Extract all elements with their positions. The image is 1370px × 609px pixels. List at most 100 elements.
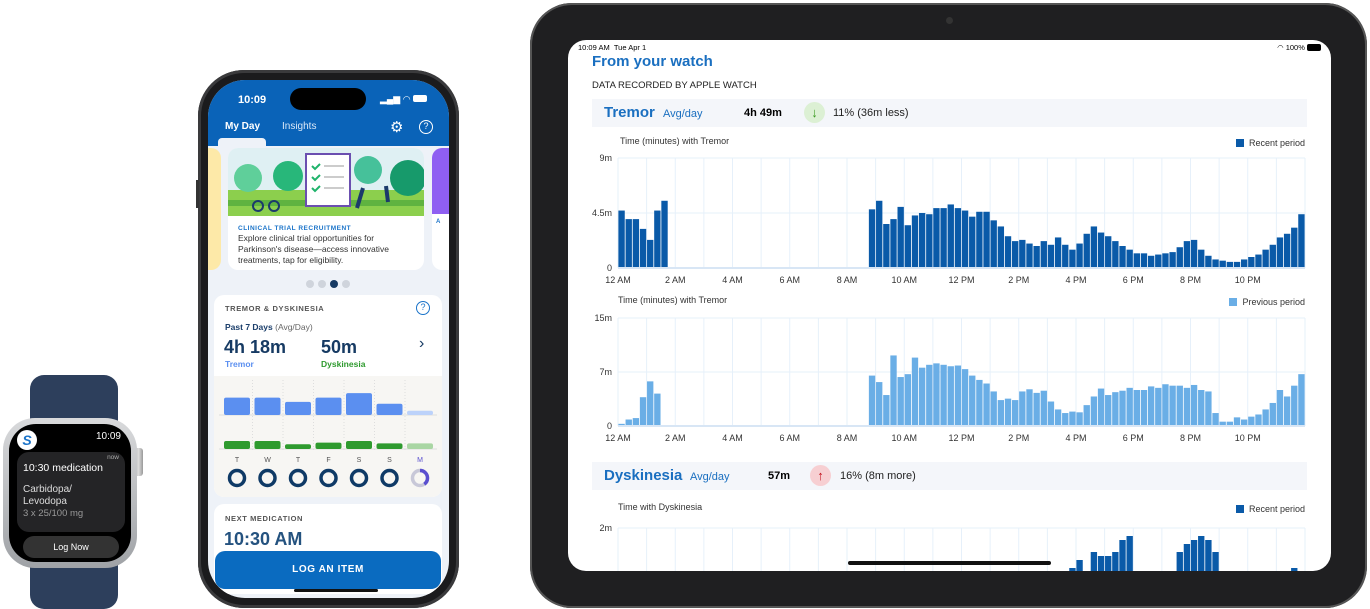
x-tick-label: 2 PM (1008, 433, 1029, 443)
tab-insights[interactable]: Insights (282, 121, 317, 132)
carousel-page-dots[interactable] (306, 280, 350, 288)
x-tick-label: 8 AM (837, 433, 858, 443)
chart-legend: Recent period (1235, 504, 1305, 514)
bar (1205, 391, 1212, 426)
next-med-time: 10:30 AM (224, 529, 303, 549)
x-tick-label: 12 AM (605, 433, 631, 443)
bar (1011, 241, 1019, 268)
bar (1083, 233, 1090, 268)
dyskinesia-day-bar (224, 441, 250, 449)
log-now-button[interactable]: Log Now (23, 536, 119, 558)
bar (1004, 398, 1012, 426)
dyskinesia-value: 50m (321, 337, 358, 357)
camera (946, 17, 953, 24)
bar (883, 224, 890, 268)
bar (1026, 243, 1033, 268)
day-ring (349, 468, 369, 488)
bar (1133, 253, 1141, 268)
tremor-day-bar (407, 410, 433, 415)
bar (1133, 390, 1141, 426)
s-logo-icon: S (17, 430, 37, 450)
bar (876, 200, 883, 268)
bar (654, 393, 661, 426)
bar (1248, 257, 1255, 268)
bar (1198, 536, 1205, 571)
watch-time: 10:09 (95, 431, 121, 442)
tremor-day-bar (285, 401, 311, 415)
chart-legend: Recent period (1235, 138, 1305, 148)
bar (933, 208, 940, 268)
legend-swatch (1235, 505, 1244, 513)
x-tick-label: 12 AM (605, 275, 631, 285)
tremor-dyskinesia-card[interactable]: TREMOR & DYSKINESIA ? Past 7 Days (Avg/D… (214, 295, 442, 497)
carousel-card-next[interactable]: A (432, 148, 449, 270)
bar (1205, 540, 1212, 571)
carousel-card-prev[interactable] (208, 148, 221, 270)
page-dot[interactable] (318, 280, 326, 288)
help-icon[interactable]: ? (416, 301, 430, 315)
bar (990, 391, 997, 426)
day-ring (258, 468, 277, 488)
signal-wifi-battery-icon: ▂▄▆ ◠ (380, 94, 428, 105)
bar (1076, 243, 1083, 268)
bar (1105, 236, 1112, 268)
day-label: M (417, 457, 423, 464)
bar (969, 216, 976, 268)
wifi-icon: ◠ (1277, 43, 1284, 52)
tremor-day-bar (254, 397, 281, 415)
chevron-right-icon[interactable]: › (419, 335, 425, 352)
bar (1147, 255, 1155, 268)
bar (1069, 411, 1076, 426)
dyskinesia-summary: Dyskinesia Avg/day 57m ↑ 16% (8m more) (592, 462, 1307, 490)
bar (1283, 396, 1291, 426)
bar (1269, 402, 1276, 426)
dynamic-island (290, 88, 366, 110)
x-tick-label: 10 PM (1235, 433, 1261, 443)
metric-name: Dyskinesia (604, 467, 683, 484)
bar (1155, 254, 1162, 268)
x-tick-label: 8 AM (837, 275, 858, 285)
bar (1097, 232, 1105, 268)
x-tick-label: 10 AM (891, 433, 917, 443)
drug-dose: 3 x 25/100 mg (23, 508, 84, 519)
period: Past 7 Days (225, 322, 273, 332)
bar (1076, 412, 1083, 426)
ipad-status-battery: ◠ 100% (1277, 43, 1321, 52)
gear-icon[interactable]: ⚙ (390, 119, 404, 136)
legend-label: Recent period (1248, 504, 1305, 514)
card-title: TREMOR & DYSKINESIA (225, 304, 325, 313)
bar (1283, 233, 1291, 268)
page-dot[interactable] (306, 280, 314, 288)
bar (961, 369, 969, 426)
bar (1233, 261, 1241, 268)
bar (1090, 396, 1098, 426)
bar (1097, 556, 1105, 571)
watch-screen: S 10:09 now 10:30 medication Carbidopa/ … (9, 424, 131, 562)
day-ring (380, 468, 399, 488)
help-icon[interactable]: ? (419, 120, 433, 134)
bar (961, 210, 969, 268)
log-item-button[interactable]: LOG AN ITEM (215, 551, 441, 589)
arrow-up-icon: ↑ (810, 465, 831, 486)
bar (997, 400, 1005, 426)
bar (647, 239, 654, 268)
bar (904, 374, 912, 426)
medication-notification[interactable]: now 10:30 medication Carbidopa/ Levodopa… (17, 452, 125, 532)
digital-crown[interactable] (134, 448, 143, 476)
day-ring-progress (410, 468, 430, 488)
bar (1169, 385, 1176, 426)
bar (1298, 214, 1305, 268)
page-dot[interactable] (330, 280, 338, 288)
drug-line-1: Carbidopa/ (23, 484, 72, 495)
card-text: Explore clinical trial opportunities for… (238, 233, 389, 265)
bar (983, 211, 990, 268)
tab-my-day[interactable]: My Day (225, 121, 261, 132)
period-label: Past 7 Days (Avg/Day) (225, 322, 313, 332)
card-tag: CLINICAL TRIAL RECRUITMENT (238, 225, 352, 232)
carousel-card-clinical-trial[interactable]: CLINICAL TRIAL RECRUITMENT Explore clini… (228, 148, 424, 270)
page-dot[interactable] (342, 280, 350, 288)
bar (639, 397, 647, 426)
bar (954, 365, 962, 426)
tremor-day-bar (346, 393, 372, 415)
bar (625, 419, 632, 426)
